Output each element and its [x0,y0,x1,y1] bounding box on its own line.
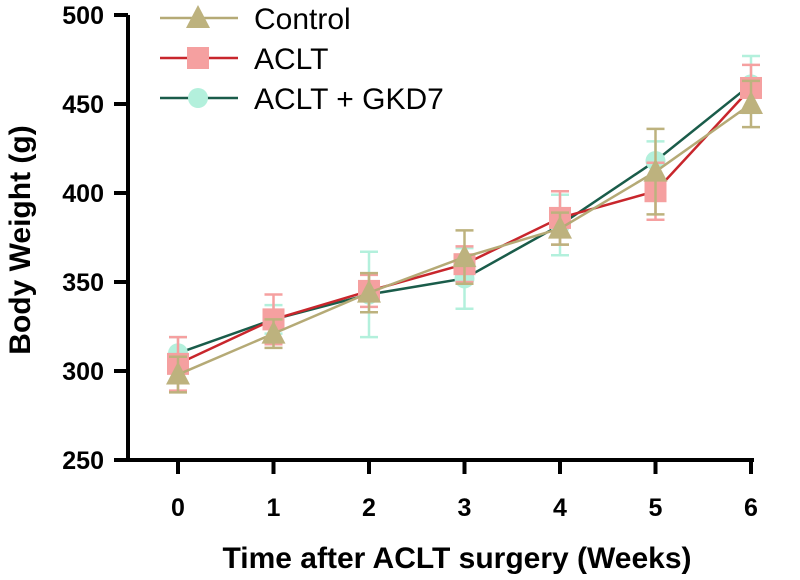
y-tick-label: 250 [62,447,104,475]
y-tick-label: 500 [62,2,104,30]
data-point [166,361,190,385]
data-point [357,279,381,303]
x-tick-label: 6 [744,494,758,522]
x-tick-label: 5 [649,494,663,522]
x-tick-label: 3 [458,494,472,522]
legend-marker [186,5,210,28]
x-tick-label: 1 [267,494,281,522]
data-point [739,91,763,114]
legend: Control ACLT ACLT + GKD7 [160,3,444,116]
data-point [643,158,668,182]
y-tick-label: 350 [62,269,104,297]
y-tick-label: 300 [62,358,104,386]
x-ticks: 0 1 2 3 4 5 6 [171,460,758,522]
legend-label: Control [254,3,351,36]
data-point [261,320,286,344]
legend-item: Control [160,3,351,36]
x-tick-label: 4 [553,494,567,522]
x-tick-label: 2 [362,494,376,522]
axes [126,15,754,462]
legend-item: ACLT + GKD7 [160,83,444,116]
y-axis-title: Body Weight (g) [4,125,37,354]
legend-marker [188,88,208,108]
x-axis-title: Time after ACLT surgery (Weeks) [222,542,691,575]
legend-item: ACLT [160,43,328,76]
legend-label: ACLT + GKD7 [254,83,444,116]
series-control [166,79,763,394]
legend-marker [187,47,209,69]
x-tick-label: 0 [171,494,185,522]
data-point [548,215,572,239]
series-layer [166,54,763,394]
data-point [452,244,477,268]
y-tick-label: 450 [62,91,104,119]
y-ticks: 250 300 350 400 450 500 [62,2,128,475]
y-tick-label: 400 [62,180,104,208]
legend-label: ACLT [254,43,328,76]
